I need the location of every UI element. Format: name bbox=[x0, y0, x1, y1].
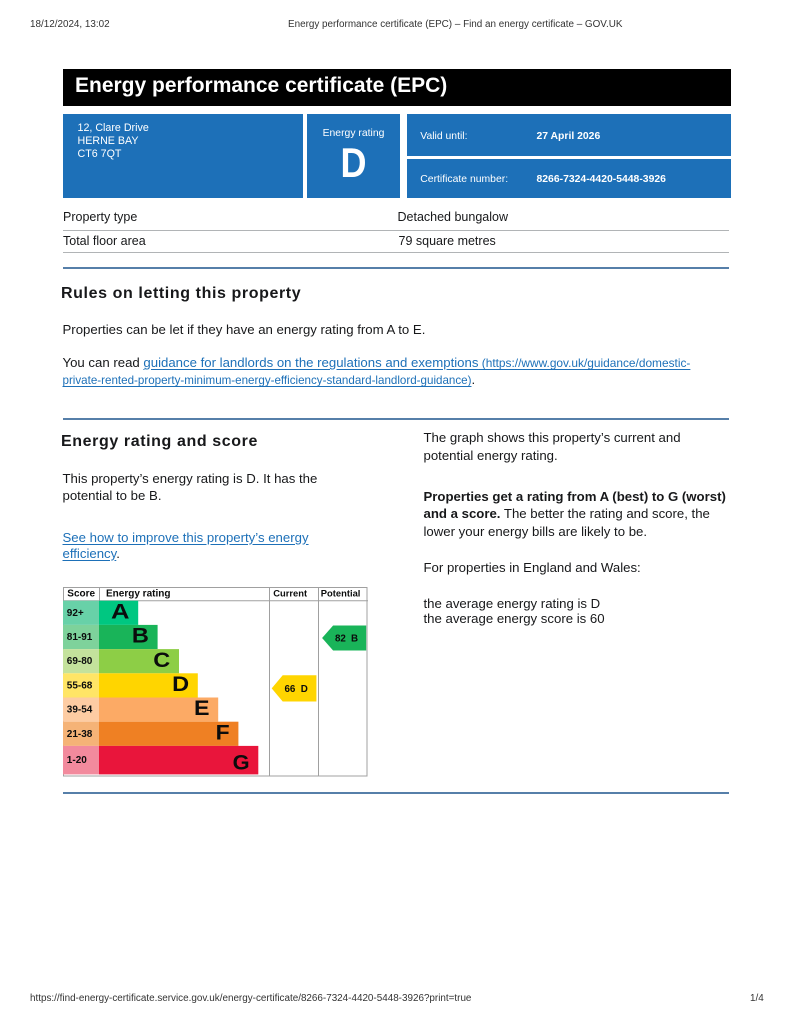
svg-text:G: G bbox=[232, 751, 249, 774]
svg-text:66: 66 bbox=[284, 684, 295, 695]
svg-text:B: B bbox=[351, 634, 358, 645]
svg-text:D: D bbox=[172, 673, 189, 696]
svg-text:Score: Score bbox=[67, 589, 95, 600]
svg-text:Current: Current bbox=[273, 588, 307, 599]
svg-text:F: F bbox=[215, 721, 229, 744]
svg-text:A: A bbox=[111, 600, 130, 623]
svg-text:82: 82 bbox=[334, 634, 345, 645]
svg-text:B: B bbox=[131, 625, 148, 648]
svg-text:Energy rating: Energy rating bbox=[106, 589, 170, 600]
svg-text:1-20: 1-20 bbox=[66, 755, 86, 766]
svg-text:81-91: 81-91 bbox=[66, 632, 92, 643]
svg-text:92+: 92+ bbox=[66, 608, 83, 619]
svg-text:D: D bbox=[300, 684, 307, 695]
svg-text:39-54: 39-54 bbox=[66, 705, 92, 716]
svg-text:C: C bbox=[153, 649, 170, 672]
svg-text:E: E bbox=[194, 697, 210, 720]
svg-text:69-80: 69-80 bbox=[66, 656, 92, 667]
svg-text:55-68: 55-68 bbox=[66, 680, 92, 691]
svg-text:Potential: Potential bbox=[320, 588, 360, 599]
svg-text:21-38: 21-38 bbox=[66, 729, 92, 740]
